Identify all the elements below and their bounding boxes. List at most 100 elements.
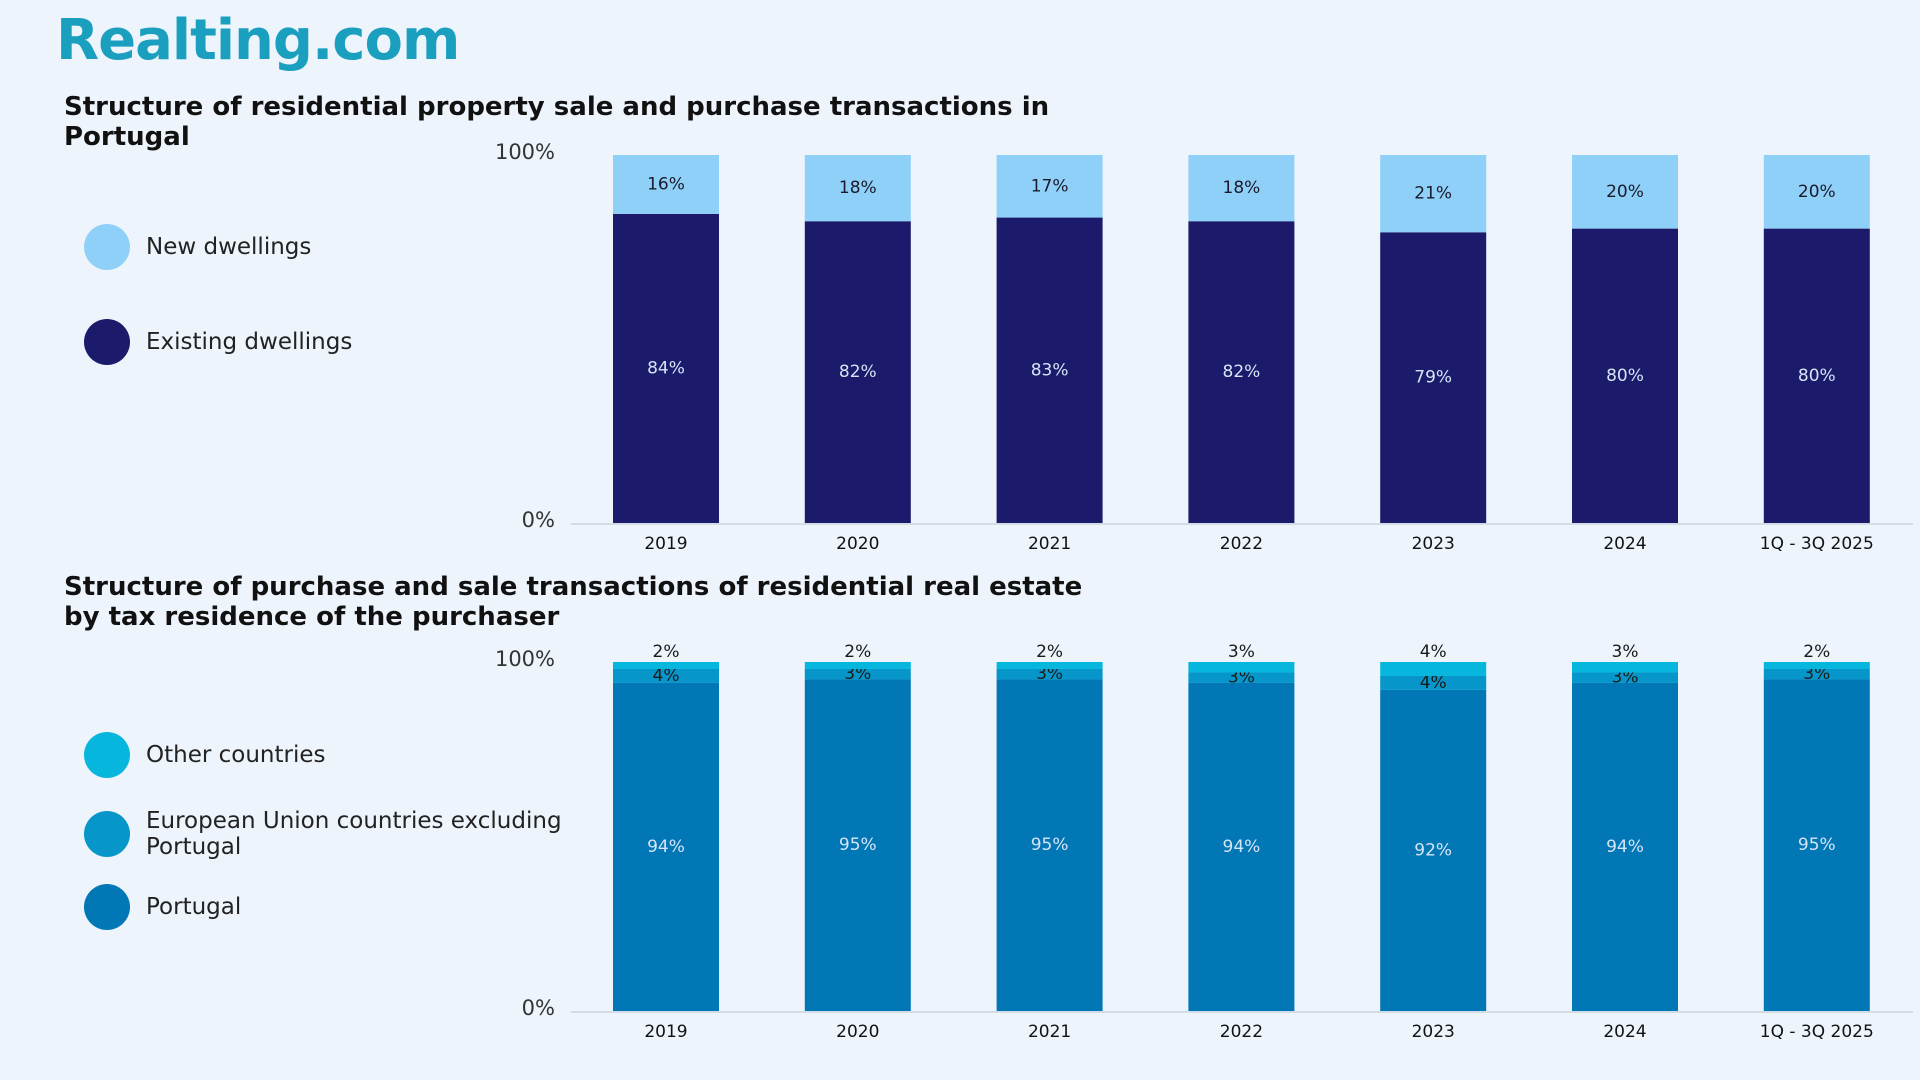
bar-segment (996, 217, 1103, 523)
data-label: 21% (1414, 184, 1452, 204)
data-label: 82% (839, 362, 877, 382)
data-label: 20% (1606, 182, 1644, 202)
data-label: 3% (1228, 668, 1255, 688)
data-label: 3% (1228, 642, 1255, 662)
legend-item: Portugal (84, 884, 566, 930)
bar-segment (804, 662, 911, 669)
bar-segment (1572, 682, 1678, 1011)
x-tick-label: 2022 (1220, 534, 1263, 554)
legend-swatch (84, 811, 130, 857)
data-label: 2% (1036, 642, 1063, 662)
bar-segment (1763, 668, 1870, 680)
bar-segment (996, 155, 1103, 218)
legend-swatch (84, 732, 130, 778)
bar-segment (1188, 682, 1295, 1011)
bar-segment (1380, 232, 1487, 523)
y-tick-label: 100% (495, 647, 555, 671)
bar-segment (996, 668, 1103, 680)
x-tick-label: 2024 (1603, 534, 1646, 554)
x-tick-label: 2024 (1603, 1022, 1646, 1042)
x-tick-label: 1Q - 3Q 2025 (1760, 534, 1874, 554)
legend-label: European Union countries excluding Portu… (146, 808, 562, 860)
data-label: 94% (1606, 837, 1644, 857)
data-label: 80% (1606, 366, 1644, 386)
x-tick-label: 2019 (644, 534, 687, 554)
legend-item: New dwellings (84, 224, 566, 270)
legend-swatch (84, 319, 130, 365)
bar-segment (613, 682, 719, 1011)
legend-swatch (84, 884, 130, 930)
x-tick-label: 2023 (1412, 534, 1455, 554)
data-label: 20% (1798, 182, 1836, 202)
data-label: 18% (839, 178, 877, 198)
x-tick-label: 2023 (1412, 1022, 1455, 1042)
data-label: 79% (1414, 368, 1452, 388)
legend-swatch (84, 224, 130, 270)
bar-segment (1188, 672, 1295, 683)
data-label: 3% (1803, 664, 1830, 684)
bar-segment (804, 679, 911, 1011)
chart-title: Structure of purchase and sale transacti… (64, 572, 1083, 632)
bar-segment (996, 679, 1103, 1011)
legend-label: Other countries (146, 742, 326, 768)
bar-segment (996, 662, 1103, 669)
legend-item: Other countries (84, 732, 566, 778)
legend-item: European Union countries excluding Portu… (84, 808, 566, 860)
data-label: 82% (1223, 362, 1261, 382)
data-label: 92% (1414, 840, 1452, 860)
bar-segment (613, 213, 719, 523)
bar-segment (1763, 155, 1870, 229)
data-label: 3% (1612, 642, 1639, 662)
data-label: 18% (1223, 178, 1261, 198)
data-label: 4% (1420, 642, 1447, 662)
x-tick-label: 2020 (836, 534, 879, 554)
x-tick-label: 2020 (836, 1022, 879, 1042)
bar-segment (1380, 662, 1487, 676)
data-label: 80% (1798, 366, 1836, 386)
bar-segment (1572, 228, 1678, 523)
data-label: 94% (647, 837, 685, 857)
y-tick-label: 0% (522, 996, 555, 1020)
data-label: 84% (647, 358, 685, 378)
bar-segment (1380, 155, 1487, 233)
bar-segment (1572, 662, 1678, 673)
data-label: 83% (1031, 360, 1069, 380)
data-label: 2% (1803, 642, 1830, 662)
data-label: 3% (1612, 668, 1639, 688)
logo: Realting.com (56, 8, 460, 73)
chart-title: Structure of residential property sale a… (64, 92, 1050, 152)
bar-segment (613, 155, 719, 214)
data-label: 94% (1223, 837, 1261, 857)
data-label: 3% (844, 664, 871, 684)
bar-segment (804, 668, 911, 680)
x-tick-label: 2019 (644, 1022, 687, 1042)
bar-segment (1380, 689, 1487, 1011)
bar-segment (613, 662, 719, 669)
bar-segment (1572, 155, 1678, 229)
bar-segment (1763, 662, 1870, 669)
bar-segment (1188, 221, 1295, 524)
bar-segment (1763, 228, 1870, 523)
bar-segment (1763, 679, 1870, 1011)
legend-item: Existing dwellings (84, 319, 566, 365)
bar-segment (1188, 155, 1295, 222)
bar-segment (613, 668, 719, 683)
bar-segment (804, 221, 911, 524)
data-label: 2% (844, 642, 871, 662)
data-label: 95% (1031, 835, 1069, 855)
x-tick-label: 2021 (1028, 534, 1071, 554)
x-tick-label: 2022 (1220, 1022, 1263, 1042)
bar-segment (804, 155, 911, 222)
data-label: 4% (653, 666, 680, 686)
data-label: 2% (653, 642, 680, 662)
legend-label: New dwellings (146, 234, 312, 260)
data-label: 3% (1036, 664, 1063, 684)
y-tick-label: 0% (522, 508, 555, 532)
bar-segment (1188, 662, 1295, 673)
legend-label: Existing dwellings (146, 329, 353, 355)
data-label: 95% (1798, 835, 1836, 855)
x-tick-label: 2021 (1028, 1022, 1071, 1042)
x-tick-label: 1Q - 3Q 2025 (1760, 1022, 1874, 1042)
bar-segment (1380, 675, 1487, 690)
